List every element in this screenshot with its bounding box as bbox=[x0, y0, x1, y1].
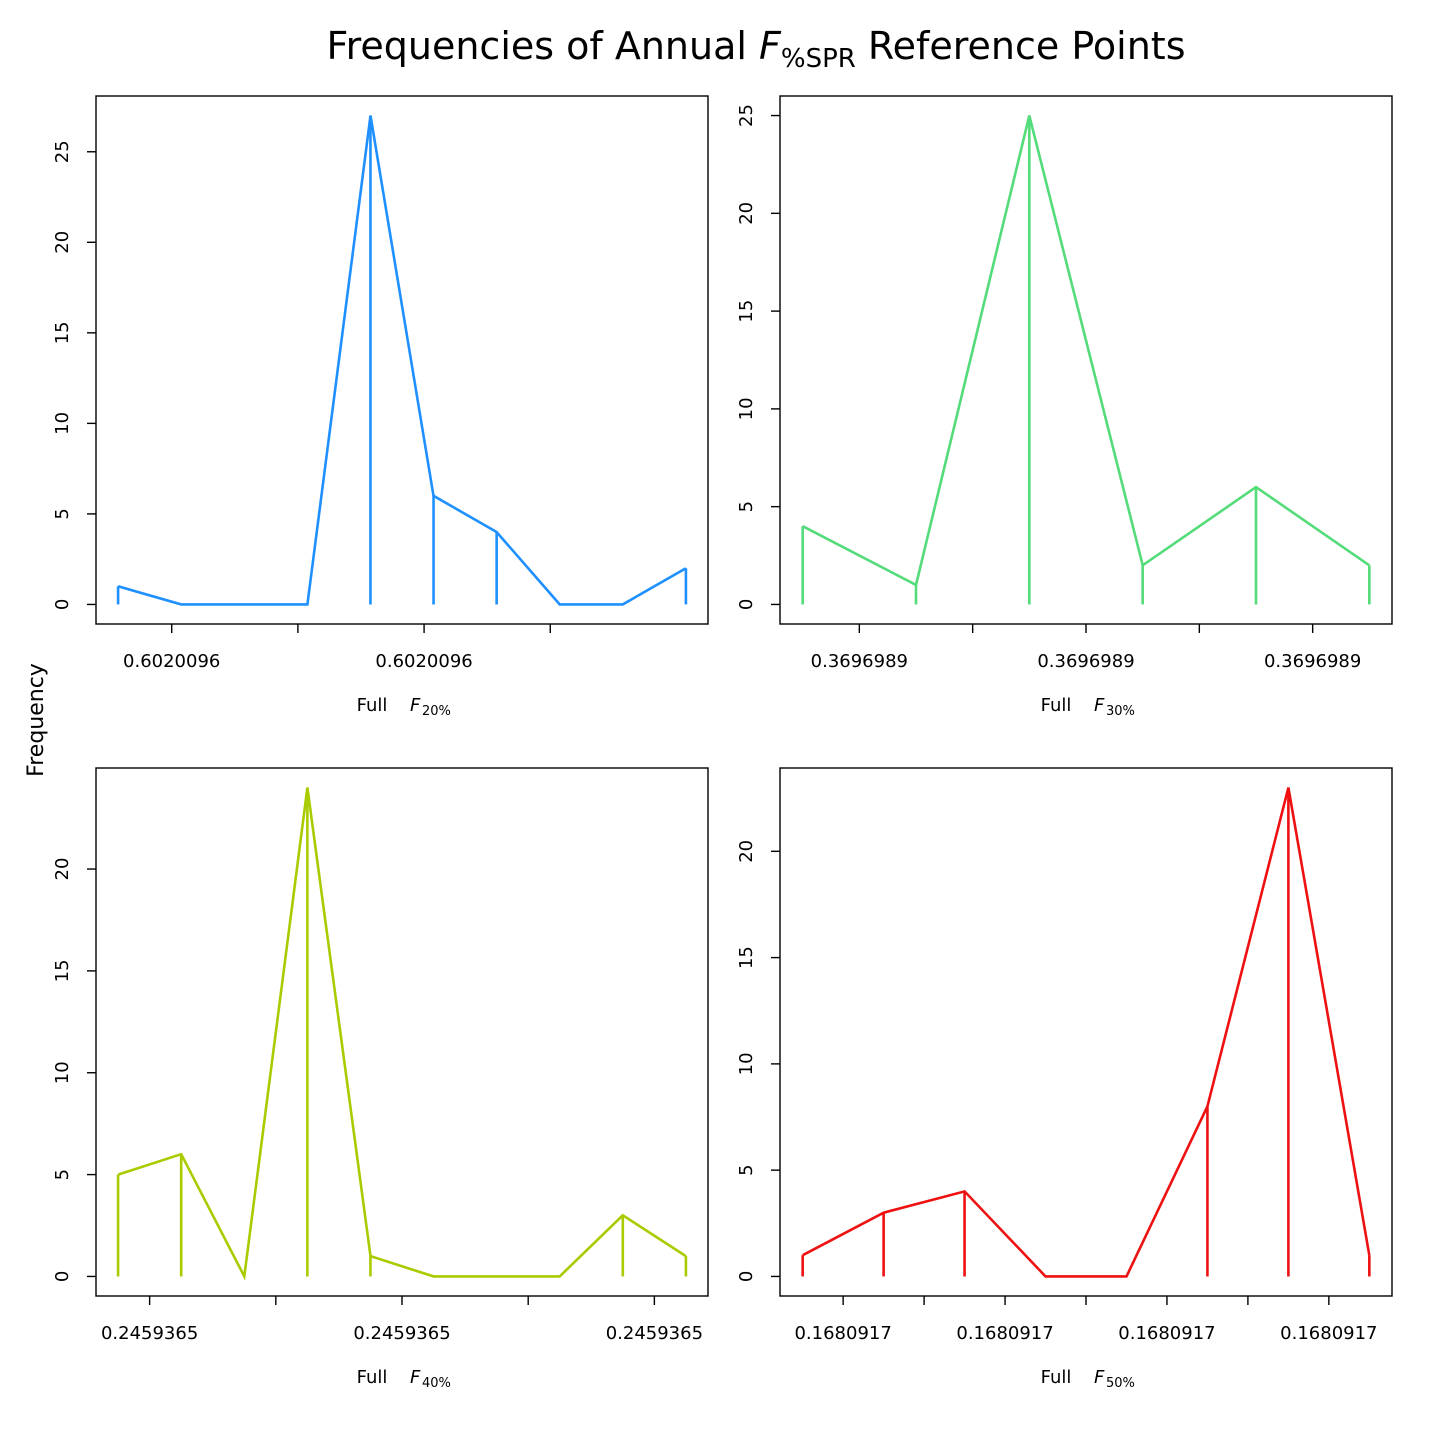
x-axis-label: Full bbox=[357, 1367, 388, 1388]
figure-title-symbol: F bbox=[759, 24, 782, 68]
frequency-line bbox=[117, 787, 687, 1281]
x-tick-label: 0.1680917 bbox=[956, 1323, 1053, 1344]
y-tick-label: 20 bbox=[736, 840, 757, 863]
x-axis-label: Full bbox=[357, 695, 388, 716]
x-tick-label: 0.3696989 bbox=[1037, 651, 1134, 672]
y-tick-label: 0 bbox=[52, 599, 73, 610]
frequency-line bbox=[117, 115, 687, 606]
y-axis-label: Frequency bbox=[24, 663, 49, 777]
panel-3: 0 5 10 15 20 0.2459365 0.2459365 0.2459365 Full F… bbox=[52, 767, 709, 1391]
x-tick-label: 0.1680917 bbox=[1118, 1323, 1215, 1344]
y-tick-label: 5 bbox=[736, 501, 757, 512]
plot-frame bbox=[779, 95, 1393, 625]
x-tick-label: 0.1680917 bbox=[1280, 1323, 1377, 1344]
figure-title-prefix: Frequencies of Annual bbox=[327, 24, 760, 68]
y-tick-label: 25 bbox=[52, 140, 73, 163]
y-tick-label: 0 bbox=[736, 599, 757, 610]
x-tick-label: 0.1680917 bbox=[794, 1323, 891, 1344]
y-tick-label: 25 bbox=[736, 104, 757, 127]
frequency-line bbox=[802, 787, 1371, 1278]
x-axis-label-symbol: F bbox=[410, 695, 421, 716]
plot-frame bbox=[95, 767, 709, 1297]
x-tick-label: 0.3696989 bbox=[1264, 651, 1361, 672]
y-tick-label: 5 bbox=[52, 1169, 73, 1180]
y-tick-label: 15 bbox=[736, 946, 757, 969]
y-tick-label: 20 bbox=[52, 858, 73, 881]
y-tick-label: 20 bbox=[736, 202, 757, 225]
x-axis-label-subscript: 50% bbox=[1106, 1376, 1135, 1391]
x-axis-label-subscript: 30% bbox=[1106, 704, 1135, 719]
y-tick-label: 0 bbox=[52, 1271, 73, 1282]
y-tick-label: 5 bbox=[736, 1164, 757, 1175]
y-tick-label: 15 bbox=[52, 959, 73, 982]
plot-frame bbox=[779, 767, 1393, 1297]
x-axis-label-symbol: F bbox=[1094, 695, 1105, 716]
panel-1: 0 5 10 15 20 25 0.6020096 0.6020096 Full F 20% bbox=[52, 95, 709, 719]
y-tick-label: 10 bbox=[52, 412, 73, 435]
x-tick-label: 0.2459365 bbox=[101, 1323, 198, 1344]
panel-4: 0 5 10 15 20 0.1680917 0.1680917 0.1680917 0.168… bbox=[736, 767, 1393, 1391]
y-tick-label: 15 bbox=[52, 321, 73, 344]
x-axis-label-symbol: F bbox=[410, 1367, 421, 1388]
y-tick-label: 10 bbox=[736, 397, 757, 420]
x-axis-label: Full bbox=[1041, 1367, 1072, 1388]
x-tick-label: 0.2459365 bbox=[353, 1323, 450, 1344]
y-tick-label: 5 bbox=[52, 508, 73, 519]
x-tick-label: 0.6020096 bbox=[123, 651, 220, 672]
x-tick-label: 0.2459365 bbox=[606, 1323, 703, 1344]
figure-title-suffix: Reference Points bbox=[856, 24, 1186, 68]
x-tick-label: 0.3696989 bbox=[811, 651, 908, 672]
x-axis-label-subscript: 20% bbox=[422, 704, 451, 719]
x-axis-label-symbol: F bbox=[1094, 1367, 1105, 1388]
y-tick-label: 10 bbox=[736, 1052, 757, 1075]
y-tick-label: 15 bbox=[736, 300, 757, 323]
y-tick-label: 20 bbox=[52, 231, 73, 254]
plot-frame bbox=[95, 95, 709, 625]
x-tick-label: 0.6020096 bbox=[375, 651, 472, 672]
frequency-line bbox=[802, 115, 1371, 587]
y-tick-label: 0 bbox=[736, 1271, 757, 1282]
figure-title-subscript: %SPR bbox=[781, 44, 856, 74]
panel-2: 0 5 10 15 20 25 0.3696989 0.3696989 0.3696989 Ful… bbox=[736, 95, 1393, 719]
figure-title: Frequencies of Annual F%SPR Reference Po… bbox=[327, 24, 1186, 74]
y-tick-label: 10 bbox=[52, 1061, 73, 1084]
x-axis-label: Full bbox=[1041, 695, 1072, 716]
x-axis-label-subscript: 40% bbox=[422, 1376, 451, 1391]
